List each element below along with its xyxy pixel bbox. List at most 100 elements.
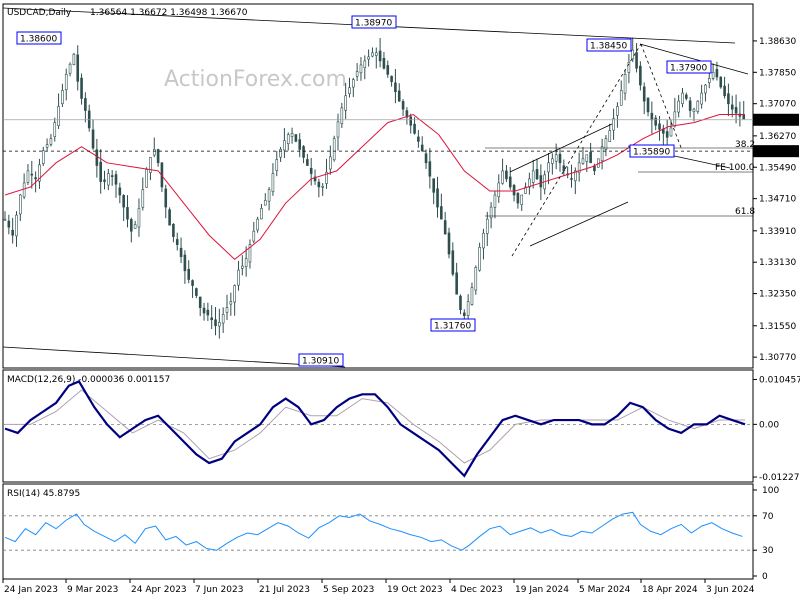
support-level-text: 1.35890 bbox=[756, 148, 793, 158]
candle-body bbox=[470, 287, 474, 305]
candle-body bbox=[639, 65, 642, 86]
candle-body bbox=[531, 170, 535, 183]
price-annotation-box bbox=[586, 38, 632, 52]
price-y-tick-label: 1.31550 bbox=[759, 322, 796, 332]
price-annotation-box bbox=[629, 144, 675, 158]
candle-body bbox=[179, 247, 183, 258]
candle-body bbox=[508, 176, 512, 188]
candle-body bbox=[286, 134, 290, 145]
rsi-y-tick-label: 30 bbox=[762, 546, 774, 556]
candle-body bbox=[593, 166, 596, 172]
candle-body bbox=[22, 182, 26, 198]
ohlc-readout: 1.36564 1.36672 1.36498 1.36670 bbox=[90, 8, 248, 18]
support-level-marker bbox=[753, 145, 799, 158]
candle-body bbox=[478, 247, 481, 271]
candle-body bbox=[298, 139, 302, 150]
candle-body bbox=[738, 113, 742, 117]
candle-body bbox=[7, 220, 11, 228]
candle-body bbox=[742, 114, 746, 120]
candle-body bbox=[585, 154, 589, 162]
macd-y-tick-label: 0.010457 bbox=[759, 375, 800, 385]
candle-body bbox=[455, 272, 458, 295]
price-y-tick-label: 1.37070 bbox=[759, 100, 796, 110]
candle-body bbox=[443, 220, 447, 235]
candle-body bbox=[432, 178, 435, 193]
candle-body bbox=[589, 151, 592, 164]
candle-body bbox=[604, 138, 608, 150]
candle-body bbox=[218, 322, 221, 327]
candle-body bbox=[57, 106, 60, 126]
price-annotation-box bbox=[16, 31, 62, 45]
rsi-y-tick-label: 100 bbox=[762, 486, 779, 496]
candle-body bbox=[581, 158, 585, 164]
candle-body bbox=[711, 72, 715, 79]
price-y-tick-label: 1.38630 bbox=[759, 37, 796, 47]
candle-body bbox=[290, 133, 294, 137]
candle-body bbox=[332, 138, 336, 161]
candle-body bbox=[730, 104, 734, 110]
candle-body bbox=[417, 136, 420, 142]
candle-body bbox=[233, 285, 236, 303]
candle-body bbox=[516, 192, 520, 204]
candle-body bbox=[45, 144, 49, 148]
candle-body bbox=[68, 63, 72, 74]
macd-line bbox=[4, 380, 746, 478]
price-annotation-box bbox=[298, 353, 344, 367]
candle-body bbox=[734, 107, 738, 114]
candle-body bbox=[696, 100, 700, 112]
candle-body bbox=[41, 150, 45, 164]
fe-100-label: FE 100.0 bbox=[715, 163, 755, 173]
x-tick-label: 9 Mar 2023 bbox=[67, 585, 118, 595]
candle-body bbox=[321, 185, 324, 188]
price-annotation-box bbox=[430, 318, 476, 332]
candle-body bbox=[72, 53, 76, 65]
candle-body bbox=[635, 52, 638, 69]
candle-body bbox=[577, 162, 581, 174]
candle-body bbox=[627, 61, 631, 73]
price-y-tick-label: 1.32350 bbox=[759, 290, 796, 300]
candle-body bbox=[371, 52, 374, 57]
candle-body bbox=[237, 269, 240, 286]
candle-body bbox=[600, 146, 604, 162]
candle-body bbox=[612, 118, 615, 131]
candle-body bbox=[409, 116, 413, 126]
candle-body bbox=[489, 206, 493, 219]
rsi-label: RSI(14) 45.8795 bbox=[7, 489, 80, 499]
candle-body bbox=[551, 158, 554, 164]
candle-body bbox=[283, 140, 286, 151]
dashed-projection bbox=[511, 43, 642, 257]
candle-body bbox=[378, 50, 382, 62]
price-annotation-label: 1.30910 bbox=[302, 357, 339, 367]
rsi-y-tick-label: 0 bbox=[762, 572, 768, 582]
candle-body bbox=[397, 90, 401, 102]
candle-body bbox=[225, 307, 229, 313]
rsi-plot bbox=[3, 511, 753, 551]
candle-body bbox=[570, 178, 573, 180]
candle-body bbox=[436, 188, 439, 208]
candle-body bbox=[669, 127, 673, 137]
x-tick-label: 18 Apr 2024 bbox=[642, 585, 698, 595]
candle-body bbox=[175, 239, 179, 245]
price-y-tick-label: 1.36270 bbox=[759, 132, 796, 142]
candle-body bbox=[114, 174, 118, 185]
candle-body bbox=[19, 194, 22, 215]
candle-body bbox=[11, 229, 14, 236]
price-pane bbox=[2, 3, 754, 369]
candle-body bbox=[30, 173, 34, 176]
candle-body bbox=[424, 153, 428, 164]
fib-38-label: 38.2 bbox=[735, 140, 755, 150]
rsi-pane bbox=[2, 483, 754, 580]
macd-y-tick-label: 0.00 bbox=[759, 420, 779, 430]
candle-body bbox=[681, 92, 684, 104]
candle-body bbox=[394, 82, 397, 93]
candle-body bbox=[336, 121, 340, 138]
price-annotation-label: 1.38450 bbox=[590, 42, 627, 52]
candle-body bbox=[466, 301, 470, 316]
candle-body bbox=[152, 149, 156, 156]
candles bbox=[3, 37, 746, 339]
candle-body bbox=[355, 71, 359, 77]
price-annotation-box bbox=[351, 15, 397, 29]
candle-body bbox=[252, 230, 256, 242]
candle-body bbox=[382, 57, 386, 69]
candle-body bbox=[214, 319, 217, 327]
